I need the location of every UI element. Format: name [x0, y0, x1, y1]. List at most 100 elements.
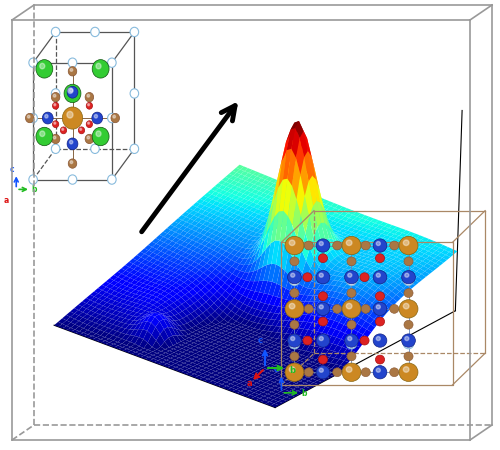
Circle shape [376, 337, 380, 341]
Circle shape [361, 305, 370, 313]
Circle shape [285, 236, 304, 255]
Circle shape [289, 367, 295, 372]
Circle shape [376, 292, 384, 301]
Circle shape [36, 127, 53, 146]
Circle shape [62, 128, 64, 130]
Circle shape [285, 300, 304, 318]
Circle shape [64, 84, 81, 103]
Circle shape [88, 122, 90, 124]
Text: a: a [4, 196, 9, 205]
Circle shape [68, 67, 77, 76]
Circle shape [68, 58, 77, 68]
Circle shape [62, 107, 82, 129]
Circle shape [360, 336, 369, 345]
Circle shape [52, 102, 59, 109]
Circle shape [404, 288, 413, 297]
Circle shape [68, 88, 73, 94]
Circle shape [304, 368, 314, 377]
Circle shape [390, 305, 399, 313]
Circle shape [67, 86, 78, 98]
Circle shape [96, 63, 101, 69]
Circle shape [361, 241, 370, 250]
Circle shape [40, 131, 45, 136]
Text: c: c [10, 165, 14, 174]
Circle shape [319, 242, 324, 246]
Circle shape [92, 127, 109, 146]
Circle shape [67, 138, 78, 150]
Circle shape [54, 136, 56, 139]
Circle shape [375, 240, 385, 251]
Circle shape [373, 302, 387, 315]
Circle shape [346, 367, 352, 372]
Circle shape [85, 134, 94, 144]
Circle shape [316, 270, 330, 284]
Circle shape [404, 303, 409, 309]
Circle shape [376, 317, 384, 326]
Circle shape [404, 320, 413, 329]
Circle shape [108, 113, 116, 123]
Circle shape [399, 236, 418, 255]
Circle shape [96, 131, 101, 136]
Circle shape [404, 352, 413, 361]
Circle shape [318, 317, 328, 326]
Circle shape [348, 337, 352, 341]
Circle shape [87, 136, 90, 139]
Circle shape [288, 334, 302, 347]
Circle shape [108, 58, 116, 68]
Circle shape [332, 241, 342, 250]
Circle shape [130, 89, 138, 98]
Circle shape [376, 368, 380, 372]
Circle shape [404, 339, 413, 349]
Circle shape [54, 94, 56, 97]
Circle shape [376, 355, 384, 364]
Circle shape [70, 161, 72, 163]
Circle shape [67, 112, 73, 118]
Circle shape [376, 273, 380, 277]
Circle shape [92, 59, 109, 78]
Circle shape [316, 302, 330, 315]
Circle shape [108, 175, 116, 184]
Circle shape [289, 275, 300, 285]
Circle shape [304, 241, 314, 250]
Circle shape [90, 27, 100, 36]
Circle shape [347, 352, 356, 361]
Text: a: a [247, 379, 252, 388]
Circle shape [347, 257, 356, 266]
Circle shape [54, 104, 56, 106]
Circle shape [373, 270, 387, 284]
Circle shape [130, 144, 138, 153]
Circle shape [68, 159, 77, 168]
Circle shape [290, 273, 295, 277]
Circle shape [303, 273, 312, 282]
Circle shape [88, 104, 90, 106]
Circle shape [376, 254, 384, 263]
Circle shape [346, 339, 356, 349]
Circle shape [375, 367, 385, 377]
Circle shape [399, 363, 418, 382]
Circle shape [26, 113, 34, 123]
Circle shape [304, 305, 314, 313]
Circle shape [319, 337, 324, 341]
Text: c: c [258, 336, 263, 345]
Circle shape [52, 27, 60, 36]
Circle shape [70, 140, 73, 144]
Circle shape [404, 257, 413, 266]
Circle shape [344, 334, 358, 347]
Circle shape [399, 300, 418, 318]
Circle shape [52, 89, 60, 98]
Circle shape [405, 337, 409, 341]
Circle shape [290, 288, 299, 297]
Circle shape [40, 63, 45, 69]
Circle shape [405, 273, 409, 277]
Circle shape [289, 240, 295, 246]
Circle shape [390, 241, 399, 250]
Circle shape [318, 292, 328, 301]
Circle shape [344, 270, 358, 284]
Circle shape [373, 365, 387, 379]
Circle shape [290, 320, 299, 329]
Text: c: c [274, 365, 278, 374]
Circle shape [290, 352, 299, 361]
Circle shape [45, 114, 48, 118]
Circle shape [29, 175, 38, 184]
Circle shape [376, 305, 380, 309]
